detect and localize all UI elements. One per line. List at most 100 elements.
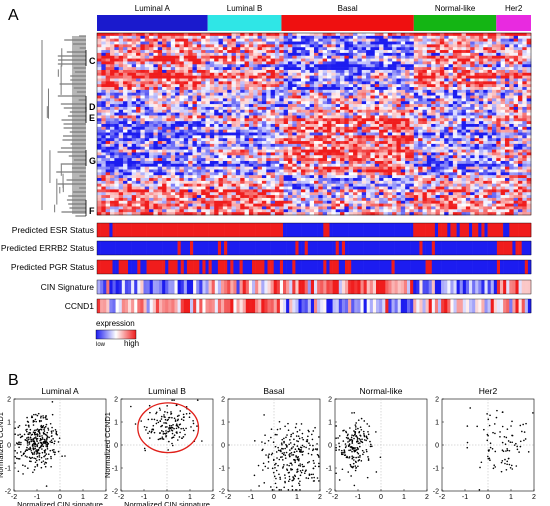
heatmap-cell	[444, 92, 449, 96]
heatmap-cell	[366, 152, 371, 156]
heatmap-cell	[105, 146, 111, 150]
heatmap-cell	[444, 50, 449, 54]
heatmap-cell	[348, 98, 354, 102]
heatmap-cell	[374, 149, 380, 153]
heatmap-cell	[422, 129, 428, 133]
heatmap-cell	[140, 138, 146, 142]
heatmap-cell	[136, 72, 141, 76]
heatmap-cell	[110, 35, 115, 39]
heatmap-cell	[196, 155, 202, 159]
heatmap-cell	[231, 38, 237, 42]
heatmap-cell	[101, 106, 106, 111]
heatmap-cell	[222, 106, 228, 111]
heatmap-cell	[283, 115, 289, 119]
heatmap-cell	[140, 87, 146, 91]
heatmap-cell	[448, 155, 454, 159]
heatmap-cell	[392, 106, 397, 111]
heatmap-cell	[279, 52, 284, 57]
heatmap-cell	[431, 33, 436, 37]
heatmap-cell	[500, 87, 506, 91]
heatmap-cell	[300, 158, 306, 162]
heatmap-cell	[340, 64, 345, 68]
heatmap-cell	[344, 52, 350, 57]
heatmap-cell	[183, 104, 189, 108]
heatmap-cell	[374, 160, 380, 165]
heatmap-cell	[101, 75, 106, 79]
heatmap-cell	[504, 89, 510, 94]
heatmap-cell	[205, 89, 211, 94]
heatmap-cell	[340, 75, 345, 79]
heatmap-cell	[335, 149, 341, 153]
heatmap-cell	[470, 38, 475, 42]
heatmap-cell	[136, 89, 141, 94]
heatmap-cell	[439, 135, 445, 139]
heatmap-cell	[261, 92, 267, 96]
heatmap-cell	[123, 152, 128, 156]
heatmap-cell	[448, 109, 454, 113]
heatmap-cell	[201, 106, 206, 111]
heatmap-cell	[422, 87, 428, 91]
heatmap-cell	[231, 155, 237, 159]
heatmap-cell	[231, 47, 237, 51]
heatmap-cell	[340, 141, 345, 145]
heatmap-cell	[348, 158, 354, 162]
heatmap-cell	[170, 143, 176, 148]
heatmap-cell	[118, 98, 124, 102]
heatmap-cell	[435, 55, 441, 59]
heatmap-cell	[357, 92, 363, 96]
heatmap-cell	[504, 149, 510, 153]
heatmap-cell	[240, 129, 245, 133]
heatmap-cell	[500, 160, 506, 165]
heatmap-cell	[196, 106, 202, 111]
heatmap-cell	[314, 163, 319, 167]
heatmap-cell	[353, 64, 358, 68]
heatmap-cell	[179, 69, 185, 74]
heatmap-cell	[413, 143, 419, 148]
heatmap-cell	[287, 166, 293, 170]
heatmap-cell	[123, 33, 128, 37]
heatmap-cell	[470, 64, 475, 68]
heatmap-cell	[314, 84, 319, 88]
heatmap-cell	[478, 141, 484, 145]
heatmap-cell	[183, 149, 189, 153]
heatmap-cell	[170, 81, 176, 85]
heatmap-cell	[136, 149, 141, 153]
heatmap-cell	[353, 141, 358, 145]
heatmap-cell	[149, 41, 154, 45]
heatmap-cell	[201, 152, 206, 156]
heatmap	[96, 32, 532, 216]
heatmap-cell	[162, 135, 167, 139]
heatmap-cell	[409, 135, 415, 139]
heatmap-cell	[370, 132, 376, 136]
heatmap-cell	[314, 118, 319, 122]
heatmap-cell	[136, 115, 141, 119]
heatmap-cell	[322, 163, 328, 167]
heatmap-cell	[205, 87, 211, 91]
heatmap-cell	[153, 143, 159, 148]
heatmap-cell	[209, 160, 215, 165]
heatmap-cell	[426, 155, 432, 159]
heatmap-cell	[183, 87, 189, 91]
heatmap-cell	[418, 163, 423, 167]
heatmap-cell	[340, 89, 345, 94]
heatmap-cell	[97, 146, 102, 150]
heatmap-cell	[192, 160, 198, 165]
heatmap-cell	[209, 138, 215, 142]
heatmap-cell	[457, 138, 462, 142]
heatmap-cell	[504, 126, 510, 130]
heatmap-cell	[483, 121, 488, 125]
heatmap-cell	[366, 47, 371, 51]
heatmap-cell	[361, 75, 367, 79]
heatmap-cell	[396, 92, 402, 96]
heatmap-cell	[413, 138, 419, 142]
heatmap-cell	[322, 166, 328, 170]
heatmap-cell	[227, 112, 232, 116]
heatmap-cell	[340, 160, 345, 165]
heatmap-cell	[322, 106, 328, 111]
heatmap-cell	[205, 64, 211, 68]
heatmap-cell	[400, 132, 406, 136]
heatmap-cell	[279, 121, 284, 125]
heatmap-cell	[153, 166, 159, 170]
heatmap-cell	[110, 98, 115, 102]
heatmap-cell	[266, 87, 271, 91]
